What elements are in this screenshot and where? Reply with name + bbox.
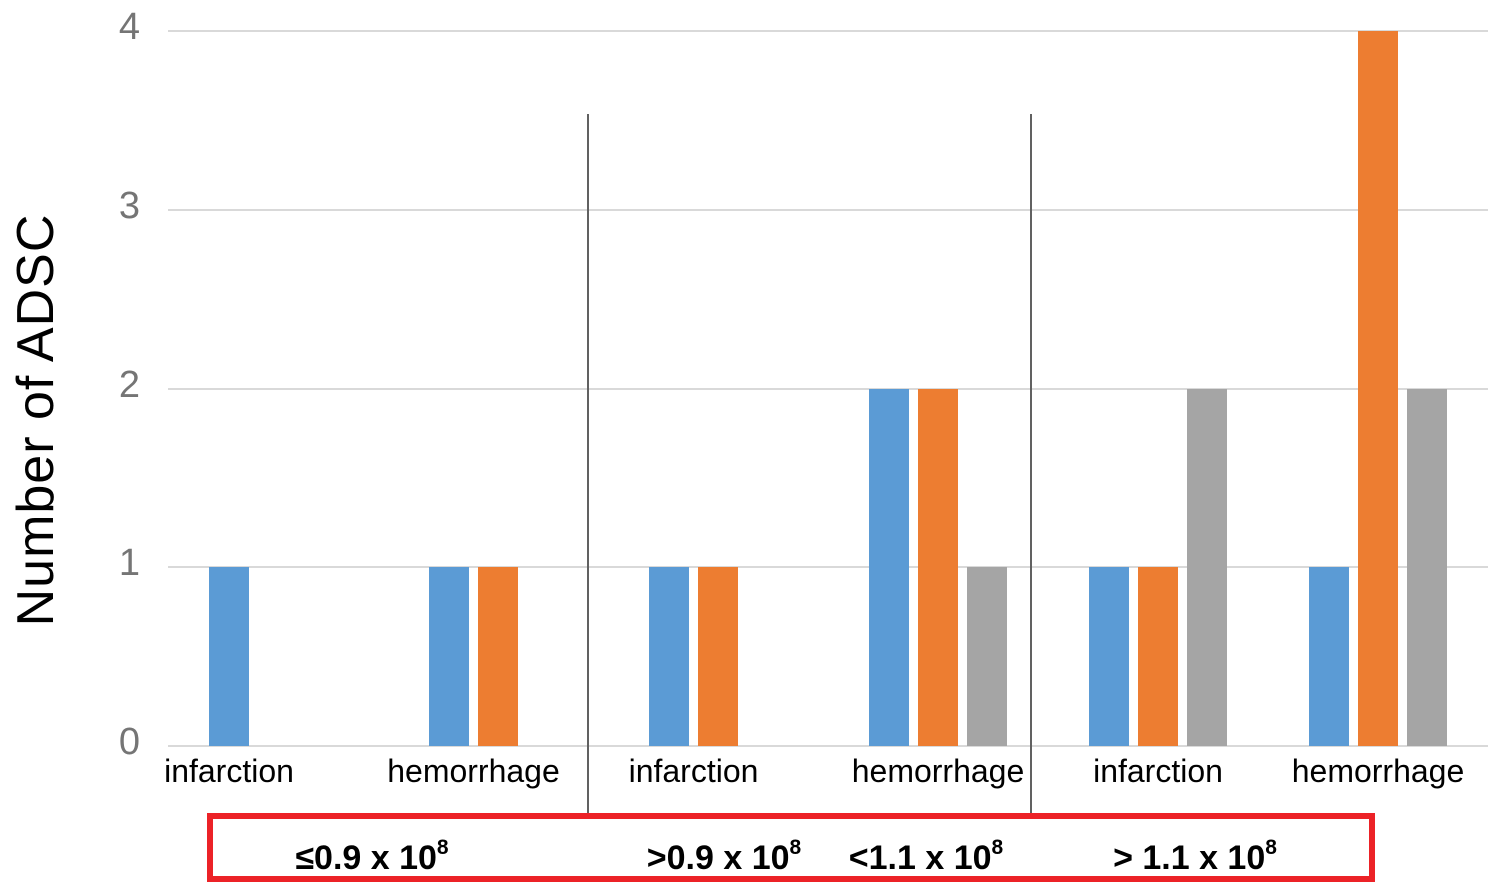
x-category-label-1-hemorrhage: hemorrhage [387, 753, 560, 789]
dose-label-2: >0.9 x 108 [514, 824, 934, 877]
dose-label-exponent: 8 [436, 835, 449, 859]
dose-label-4: > 1.1 x 108 [985, 824, 1405, 877]
x-category-label-3-hemorrhage: hemorrhage [851, 753, 1025, 789]
y-tick-label-2: 2 [118, 363, 140, 406]
x-category-label-2-infarction: infarction [628, 753, 759, 789]
gridline-2 [168, 387, 1488, 390]
bar-hemorrhage-series-orange-value-4 [1358, 31, 1398, 746]
y-tick-label-1: 1 [118, 542, 140, 585]
x-category-label-4-infarction: infarction [1093, 753, 1223, 789]
dose-label-3: <1.1 x 108 [716, 824, 1136, 877]
gridline-3 [168, 208, 1488, 211]
bar-infarction-series-orange-value-1 [1138, 567, 1178, 746]
bar-infarction-series-blue-value-1 [209, 567, 249, 746]
x-category-label-0-infarction: infarction [164, 753, 294, 789]
dose-label-base: ≤0.9 x 10 [295, 838, 437, 877]
dose-label-base: >0.9 x 10 [646, 838, 790, 877]
dose-label-exponent: 8 [991, 835, 1004, 859]
bar-hemorrhage-series-gray-value-1 [967, 567, 1007, 746]
bar-hemorrhage-series-blue-value-1 [1309, 567, 1349, 746]
dose-group-separator-2 [1030, 114, 1032, 813]
dose-group-separator-1 [587, 114, 589, 813]
bar-hemorrhage-series-blue-value-1 [429, 567, 469, 746]
bar-infarction-series-gray-value-2 [1187, 388, 1227, 746]
dose-label-base: > 1.1 x 10 [1113, 838, 1266, 877]
dose-label-exponent: 8 [1265, 835, 1277, 859]
bar-hemorrhage-series-orange-value-1 [478, 567, 518, 746]
y-axis-title: Number of ADSC [7, 213, 65, 627]
bar-infarction-series-blue-value-1 [1089, 567, 1129, 746]
y-tick-label-3: 3 [118, 184, 140, 227]
bar-hemorrhage-series-gray-value-2 [1407, 388, 1447, 746]
dose-range-box [207, 813, 1375, 882]
bar-infarction-series-orange-value-1 [698, 567, 738, 746]
dose-label-base: <1.1 x 10 [848, 838, 992, 877]
y-tick-label-0: 0 [118, 721, 140, 763]
gridline-4 [168, 30, 1488, 32]
x-category-label-5-hemorrhage: hemorrhage [1291, 753, 1465, 789]
bar-hemorrhage-series-orange-value-2 [918, 388, 958, 746]
gridline-0 [168, 745, 1488, 747]
bar-hemorrhage-series-blue-value-2 [869, 388, 909, 746]
y-tick-label-4: 4 [118, 6, 140, 48]
bar-infarction-series-blue-value-1 [649, 567, 689, 746]
dose-label-1: ≤0.9 x 108 [162, 824, 582, 877]
gridline-1 [168, 566, 1488, 569]
dose-label-exponent: 8 [789, 835, 802, 859]
